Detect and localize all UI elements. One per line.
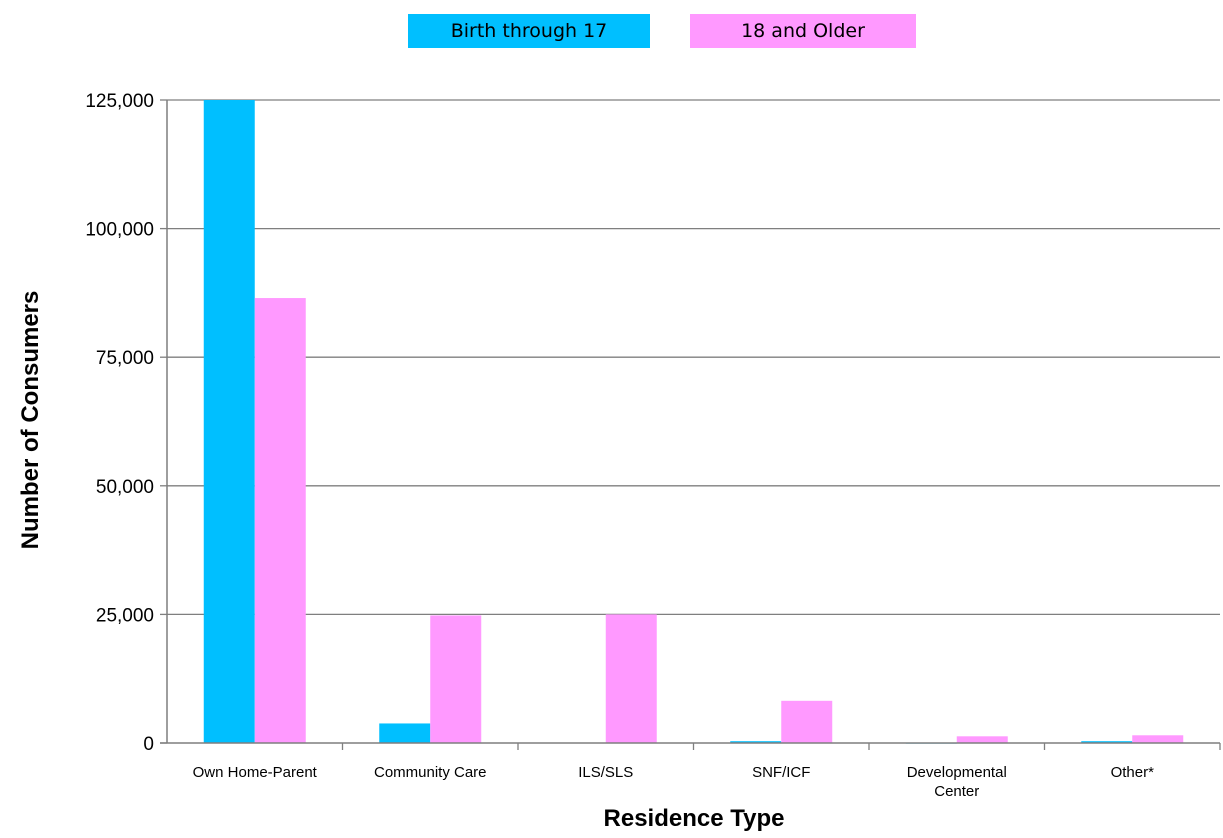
bar-18-and-older: [956, 736, 1008, 743]
bar-18-and-older: [430, 615, 482, 743]
x-tick-label: ILS/SLS: [578, 764, 633, 781]
axes: [160, 99, 1221, 750]
legend-item-birth-through-17: Birth through 17: [408, 14, 650, 48]
gridlines: [167, 99, 1220, 616]
legend-item-18-and-older: 18 and Older: [690, 14, 916, 48]
bar-18-and-older: [781, 700, 833, 743]
x-tick-label: Developmental Center: [907, 764, 1007, 800]
bar-birth-through-17: [379, 723, 431, 743]
y-tick-label: 100,000: [85, 220, 154, 241]
y-axis-title: Number of Consumers: [17, 291, 44, 550]
bar-birth-through-17: [203, 100, 255, 743]
legend-label-birth-through-17: Birth through 17: [450, 20, 608, 42]
bar-birth-through-17: [1081, 741, 1133, 743]
bar-18-and-older: [1132, 735, 1184, 743]
bar-18-and-older: [254, 298, 306, 743]
x-tick-label: SNF/ICF: [752, 764, 810, 781]
x-axis-title: Residence Type: [604, 805, 785, 832]
bar-18-and-older: [605, 614, 657, 743]
bars: [203, 100, 1184, 744]
y-tick-label: 125,000: [85, 91, 154, 112]
y-tick-label: 0: [143, 734, 154, 755]
bar-birth-through-17: [730, 741, 782, 743]
y-tick-label: 25,000: [96, 605, 154, 626]
x-tick-label: Community Care: [374, 764, 487, 781]
y-tick-label: 50,000: [96, 477, 154, 498]
legend-label-18-and-older: 18 and Older: [741, 20, 865, 42]
y-tick-label: 75,000: [96, 348, 154, 369]
x-tick-label: Own Home-Parent: [193, 764, 318, 781]
x-tick-label: Other*: [1111, 764, 1155, 781]
tick-labels: 0 25,000 50,000 75,000 100,000 125,000 Own Hom…: [85, 91, 1154, 800]
